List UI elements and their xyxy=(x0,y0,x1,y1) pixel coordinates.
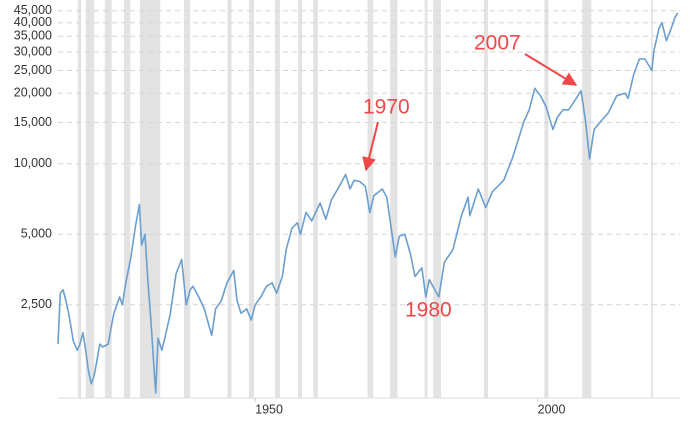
recession-band xyxy=(651,0,653,398)
y-tick-label: 2,500 xyxy=(21,297,52,311)
recession-band xyxy=(298,0,303,398)
recession-band xyxy=(433,0,442,398)
annotation: 1970 xyxy=(363,96,410,119)
annotation: 2007 xyxy=(474,32,521,55)
arrow xyxy=(362,121,379,172)
recession-band xyxy=(183,0,191,398)
y-tick-label: 10,000 xyxy=(14,156,52,170)
recession-band xyxy=(390,0,398,398)
x-tick-label: 2000 xyxy=(538,402,566,416)
y-tick-label: 45,000 xyxy=(14,3,52,17)
recession-band xyxy=(424,0,428,398)
y-tick-label: 20,000 xyxy=(14,86,52,100)
recession-band xyxy=(104,0,112,398)
annotation: 1980 xyxy=(405,299,452,322)
recession-band xyxy=(77,0,82,398)
y-tick-label: 5,000 xyxy=(21,227,52,241)
recession-band xyxy=(313,0,318,398)
recession-band xyxy=(367,0,374,398)
recession-band xyxy=(582,0,592,398)
x-tick-label: 1950 xyxy=(255,402,283,416)
recession-band xyxy=(85,0,95,398)
recession-band xyxy=(248,0,255,398)
y-tick-label: 40,000 xyxy=(14,15,52,29)
recession-band xyxy=(227,0,232,398)
recession-band xyxy=(274,0,281,398)
y-tick-label: 25,000 xyxy=(14,63,52,77)
y-tick-label: 30,000 xyxy=(14,44,52,58)
y-tick-label: 15,000 xyxy=(14,115,52,129)
y-tick-label: 35,000 xyxy=(14,29,52,43)
recession-band xyxy=(483,0,488,398)
arrow xyxy=(524,53,578,86)
recession-band xyxy=(124,0,131,398)
line xyxy=(57,12,679,394)
recession-band xyxy=(139,0,161,398)
recession-band xyxy=(544,0,549,398)
